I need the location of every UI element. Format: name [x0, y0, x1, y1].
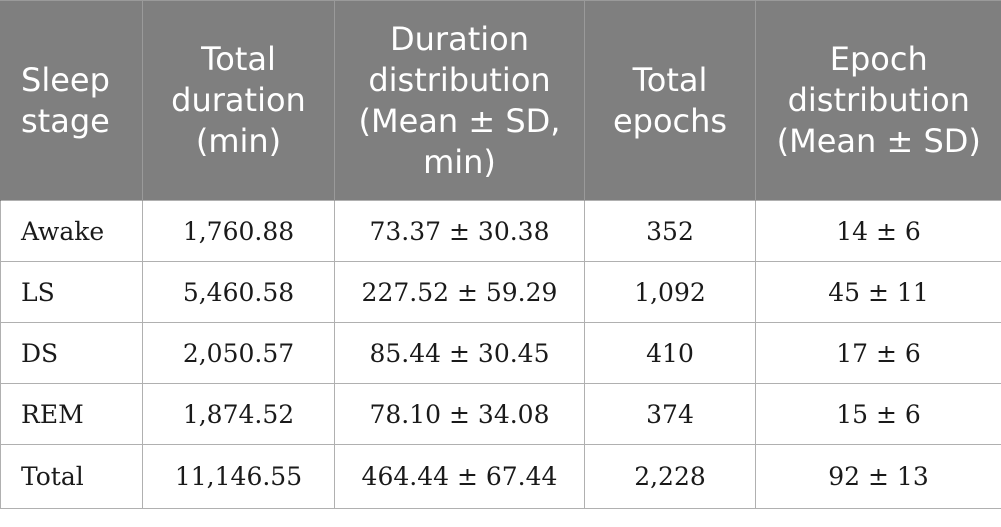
cell-stage: DS	[0, 322, 143, 384]
cell-total-epochs: 2,228	[584, 444, 756, 509]
header-epoch-distribution: Epoch distribution (Mean ± SD)	[755, 0, 1001, 201]
header-duration-distribution: Duration distribution (Mean ± SD, min)	[334, 0, 585, 201]
header-sleep-stage: Sleep stage	[0, 0, 143, 201]
table-row: Awake 1,760.88 73.37 ± 30.38 352 14 ± 6	[0, 200, 1001, 262]
table-header: Sleep stage Total duration (min) Duratio…	[0, 0, 1001, 201]
cell-total-epochs: 1,092	[584, 261, 756, 323]
cell-epoch-distribution: 92 ± 13	[755, 444, 1001, 509]
cell-stage: Total	[0, 444, 143, 509]
header-row: Sleep stage Total duration (min) Duratio…	[0, 0, 1001, 201]
cell-total-duration: 11,146.55	[142, 444, 335, 509]
header-total-epochs: Total epochs	[584, 0, 756, 201]
table-row: DS 2,050.57 85.44 ± 30.45 410 17 ± 6	[0, 322, 1001, 384]
cell-epoch-distribution: 17 ± 6	[755, 322, 1001, 384]
header-total-duration: Total duration (min)	[142, 0, 335, 201]
cell-stage: LS	[0, 261, 143, 323]
cell-duration-distribution: 78.10 ± 34.08	[334, 383, 585, 445]
cell-stage: REM	[0, 383, 143, 445]
cell-total-duration: 5,460.58	[142, 261, 335, 323]
table-row: LS 5,460.58 227.52 ± 59.29 1,092 45 ± 11	[0, 261, 1001, 323]
table-row: REM 1,874.52 78.10 ± 34.08 374 15 ± 6	[0, 383, 1001, 445]
table-body: Awake 1,760.88 73.37 ± 30.38 352 14 ± 6 …	[0, 200, 1001, 509]
sleep-stage-table: Sleep stage Total duration (min) Duratio…	[0, 0, 1001, 509]
cell-total-duration: 1,874.52	[142, 383, 335, 445]
table-row-total: Total 11,146.55 464.44 ± 67.44 2,228 92 …	[0, 444, 1001, 509]
cell-total-epochs: 374	[584, 383, 756, 445]
cell-epoch-distribution: 14 ± 6	[755, 200, 1001, 262]
cell-total-epochs: 352	[584, 200, 756, 262]
cell-epoch-distribution: 45 ± 11	[755, 261, 1001, 323]
cell-total-duration: 2,050.57	[142, 322, 335, 384]
cell-duration-distribution: 73.37 ± 30.38	[334, 200, 585, 262]
cell-duration-distribution: 85.44 ± 30.45	[334, 322, 585, 384]
cell-duration-distribution: 464.44 ± 67.44	[334, 444, 585, 509]
cell-total-duration: 1,760.88	[142, 200, 335, 262]
cell-duration-distribution: 227.52 ± 59.29	[334, 261, 585, 323]
cell-epoch-distribution: 15 ± 6	[755, 383, 1001, 445]
cell-total-epochs: 410	[584, 322, 756, 384]
cell-stage: Awake	[0, 200, 143, 262]
